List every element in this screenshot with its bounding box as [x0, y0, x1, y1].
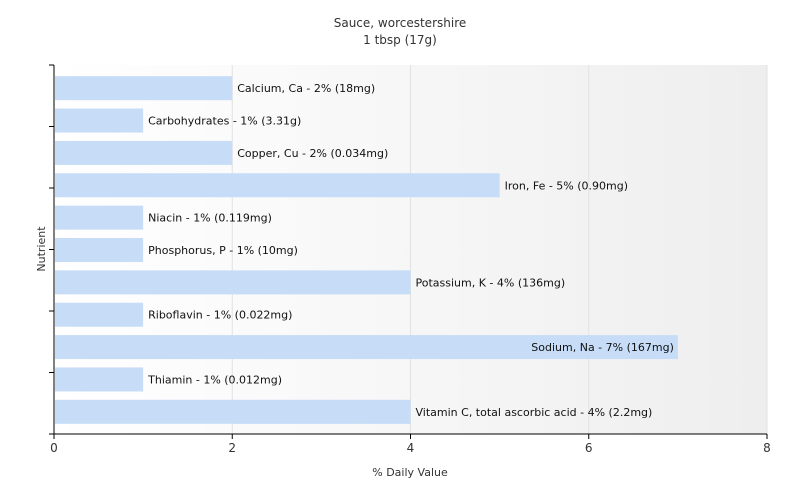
bar-label-10: Vitamin C, total ascorbic acid - 4% (2.2…: [416, 406, 653, 419]
bar-4: [55, 205, 144, 230]
chart-subtitle: 1 tbsp (17g): [363, 33, 437, 47]
x-tick-label-0: 0: [50, 441, 58, 455]
x-axis-label: % Daily Value: [372, 466, 448, 479]
bar-9: [55, 367, 144, 392]
bar-label-4: Niacin - 1% (0.119mg): [148, 212, 272, 225]
bar-0: [55, 76, 233, 101]
x-tick-label-1: 2: [228, 441, 236, 455]
bar-2: [55, 140, 233, 165]
bars: Calcium, Ca - 2% (18mg) Carbohydrates - 1…: [55, 76, 678, 424]
bar-label-6: Potassium, K - 4% (136mg): [416, 276, 566, 289]
bar-10: [55, 399, 411, 424]
bar-label-0: Calcium, Ca - 2% (18mg): [237, 82, 375, 95]
bar-3: [55, 173, 500, 198]
bar-label-8: Sodium, Na - 7% (167mg): [531, 341, 674, 354]
bar-label-7: Riboflavin - 1% (0.022mg): [148, 309, 292, 322]
y-axis-label: Nutrient: [35, 226, 48, 272]
bar-label-2: Copper, Cu - 2% (0.034mg): [237, 147, 388, 160]
bar-label-3: Iron, Fe - 5% (0.90mg): [505, 179, 628, 192]
bar-5: [55, 238, 144, 262]
bar-8: [55, 335, 678, 360]
gridlines: [231, 65, 768, 434]
bar-6: [55, 270, 411, 295]
bar-1: [55, 108, 144, 133]
x-tick-label-4: 8: [763, 441, 771, 455]
axes: 0 2 4 6 8: [49, 64, 771, 455]
bar-label-9: Thiamin - 1% (0.012mg): [147, 373, 282, 386]
bar-label-1: Carbohydrates - 1% (3.31g): [148, 115, 301, 128]
chart-title: Sauce, worcestershire: [334, 16, 467, 30]
bar-7: [55, 302, 144, 327]
bar-label-5: Phosphorus, P - 1% (10mg): [148, 244, 298, 257]
x-tick-label-2: 4: [407, 441, 415, 455]
x-tick-label-3: 6: [585, 441, 593, 455]
